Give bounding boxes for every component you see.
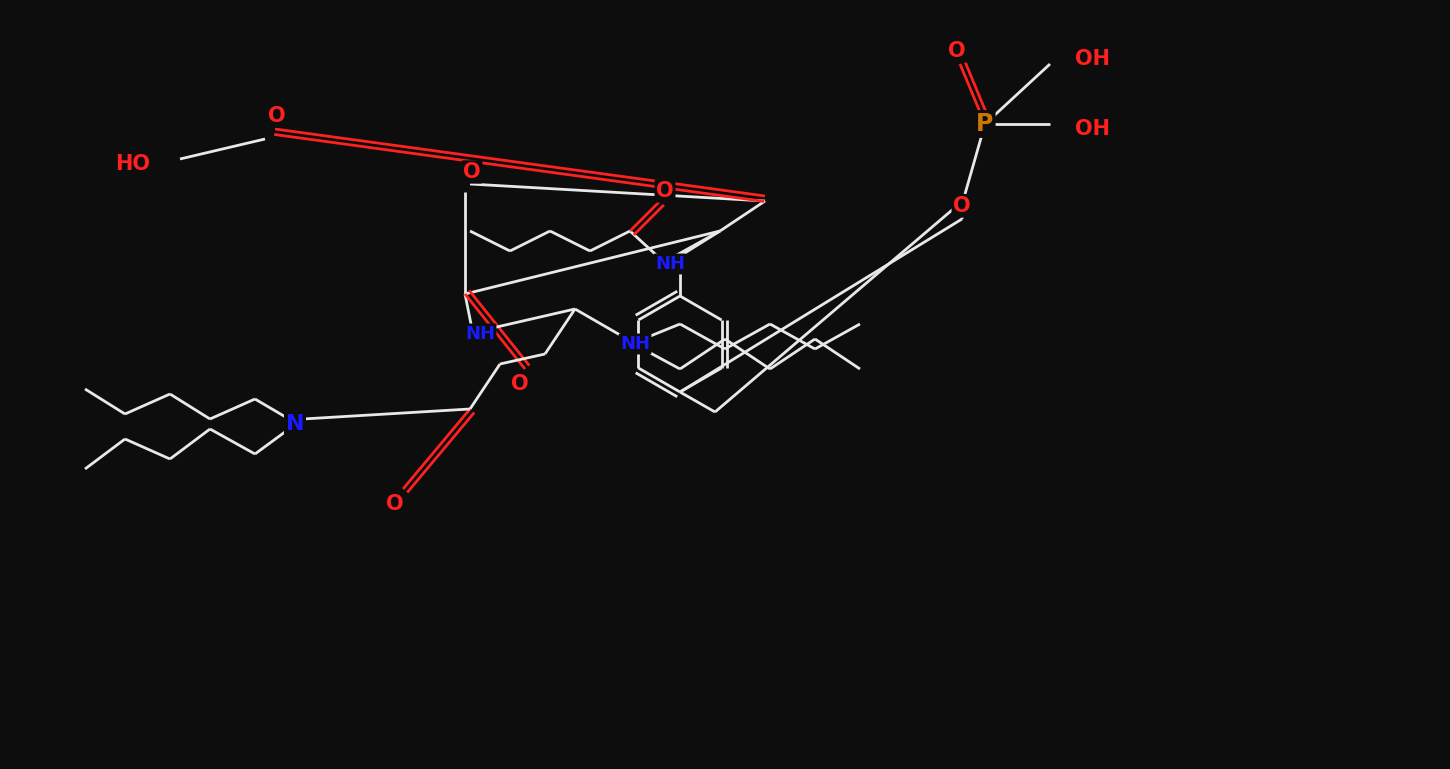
Text: O: O bbox=[463, 162, 481, 182]
Text: NH: NH bbox=[655, 255, 684, 273]
Text: O: O bbox=[657, 181, 674, 201]
Text: NH: NH bbox=[621, 335, 650, 353]
Text: NH: NH bbox=[465, 325, 494, 343]
Text: O: O bbox=[948, 41, 966, 61]
Text: HO: HO bbox=[115, 154, 149, 174]
Text: O: O bbox=[386, 494, 403, 514]
Text: O: O bbox=[512, 374, 529, 394]
Text: OH: OH bbox=[1074, 49, 1111, 69]
Text: O: O bbox=[953, 196, 972, 216]
Text: N: N bbox=[286, 414, 304, 434]
Text: P: P bbox=[976, 112, 993, 136]
Text: O: O bbox=[268, 106, 286, 126]
Text: OH: OH bbox=[1074, 119, 1111, 139]
